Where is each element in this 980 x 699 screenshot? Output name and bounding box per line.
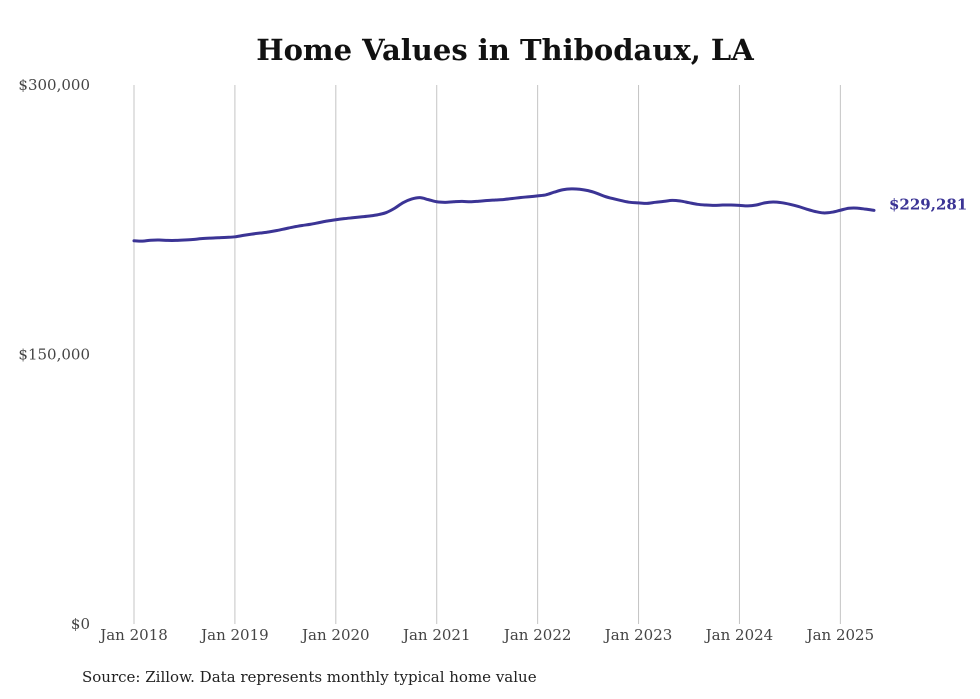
x-tick-label: Jan 2022	[502, 626, 572, 644]
x-tick-label: Jan 2018	[98, 626, 168, 644]
y-tick-label: $300,000	[18, 76, 90, 94]
source-note: Source: Zillow. Data represents monthly …	[82, 668, 537, 686]
y-tick-label: $0	[71, 615, 90, 633]
y-tick-label: $150,000	[18, 346, 90, 364]
x-tick-label: Jan 2019	[199, 626, 269, 644]
end-value-label: $229,281	[889, 195, 967, 213]
series-line	[132, 187, 876, 243]
x-tick-label: Jan 2021	[401, 626, 471, 644]
series-layer: $229,281	[132, 187, 967, 243]
grid-lines	[133, 85, 841, 624]
x-axis-ticks: Jan 2018 Jan 2019 Jan 2020 Jan 2021 Jan 2022…	[98, 626, 874, 644]
x-tick-label: Jan 2024	[704, 626, 774, 644]
x-tick-label: Jan 2025	[805, 626, 875, 644]
x-tick-label: Jan 2020	[300, 626, 370, 644]
x-tick-label: Jan 2023	[603, 626, 673, 644]
y-axis-ticks: $0 $150,000 $300,000	[18, 76, 90, 633]
chart-title: Home Values in Thibodaux, LA	[256, 33, 754, 67]
